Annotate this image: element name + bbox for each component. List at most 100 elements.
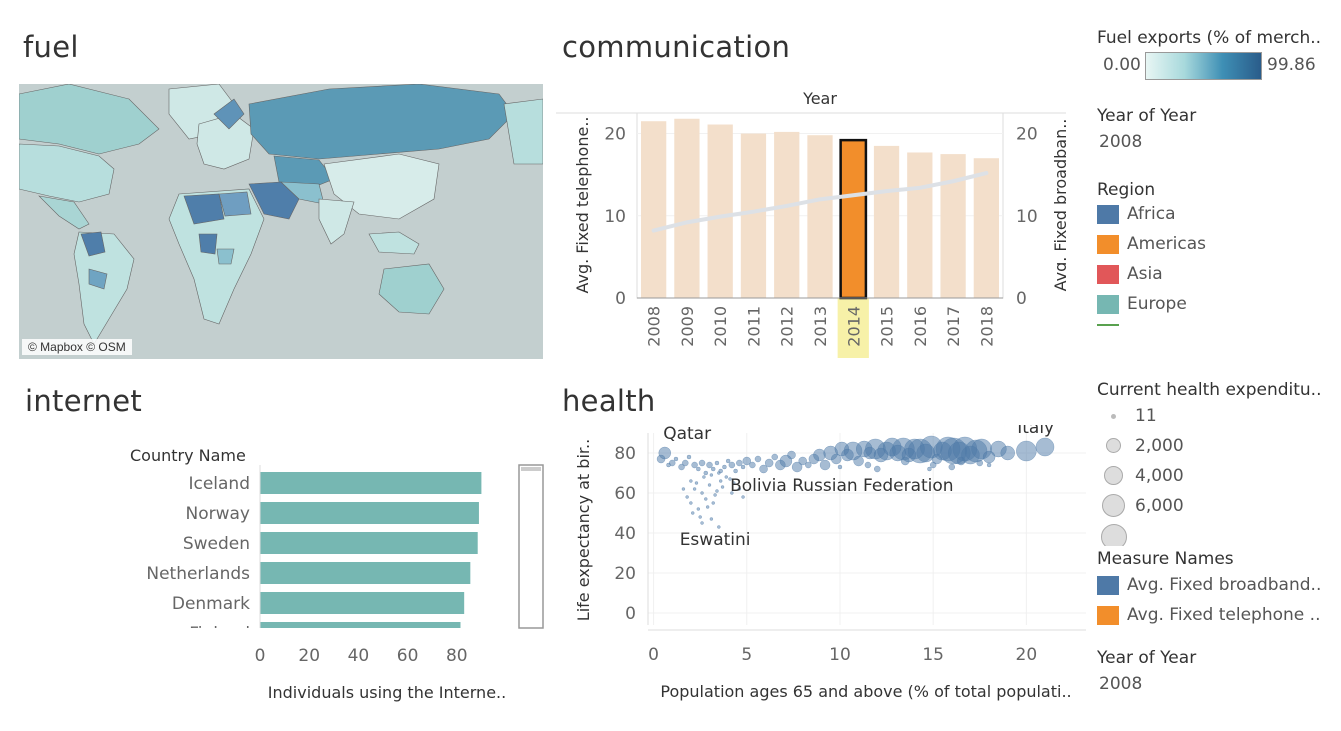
region-item-europe[interactable]: Europe: [1097, 294, 1337, 324]
internet-bar: [260, 472, 482, 494]
health-xtick: 0: [648, 645, 659, 665]
fuel-gradient: [1145, 52, 1262, 80]
internet-bar: [260, 502, 479, 524]
measure-names-legend[interactable]: Measure Names Avg. Fixed broadband.. Avg…: [1097, 549, 1337, 635]
health-point: [754, 455, 762, 463]
region-item-asia[interactable]: Asia: [1097, 264, 1337, 294]
health-point: [728, 477, 732, 481]
health-point: [658, 446, 672, 460]
health-point: [714, 460, 720, 466]
comm-ylabel-right: Avg. Fixed broadban..: [1051, 119, 1066, 292]
health-ytick: 80: [614, 444, 636, 464]
health-ytick: 60: [614, 484, 636, 504]
comm-xtick: 2016: [911, 306, 930, 347]
health-annotation: Eswatini: [680, 530, 751, 550]
health-xtick: 15: [922, 645, 944, 665]
health-point: [874, 465, 881, 473]
internet-xtick: 40: [348, 646, 370, 666]
swatch-asia: [1097, 265, 1119, 284]
comm-xtick: 2013: [811, 306, 830, 347]
size-item-2000: 2,000: [1097, 434, 1337, 464]
swatch-americas: [1097, 235, 1119, 254]
health-point: [759, 464, 768, 474]
comm-ytick-left: 10: [604, 207, 626, 227]
health-size-legend[interactable]: Current health expenditu.. 11 2,000 4,00…: [1097, 380, 1337, 546]
region-legend-title: Region: [1097, 180, 1156, 200]
region-item-africa[interactable]: Africa: [1097, 204, 1337, 234]
comm-selected-year-band: [837, 298, 869, 358]
internet-scrollbar: [518, 464, 544, 629]
health-point: [705, 505, 710, 509]
health-point: [725, 458, 731, 464]
measure-label: Avg. Fixed broadband..: [1127, 575, 1322, 595]
size-item-4000: 4,000: [1097, 464, 1337, 494]
health-chart[interactable]: 0 20 40 60 80 0 5 10 15 20 Qatar Italy Bolivia Russi…: [570, 425, 1090, 715]
comm-bar: [907, 152, 933, 298]
comm-bar: [873, 145, 900, 298]
measure-label: Avg. Fixed telephone ..: [1127, 605, 1321, 625]
health-point: [733, 468, 738, 474]
health-point: [689, 479, 693, 483]
size-label: 6,000: [1135, 496, 1184, 516]
communication-title: communication: [562, 30, 791, 64]
fuel-legend[interactable]: 0.00 99.86: [1097, 52, 1337, 82]
health-point: [798, 456, 807, 466]
health-point: [749, 461, 756, 469]
fuel-map[interactable]: © Mapbox © OSM: [19, 84, 543, 359]
comm-bar: [674, 118, 700, 298]
health-point: [715, 489, 719, 493]
health-point: [698, 515, 702, 519]
internet-xtick: 0: [255, 646, 266, 666]
comm-ylabel-left: Avg. Fixed telephone..: [573, 117, 592, 294]
comm-bar: [973, 158, 999, 298]
region-item-americas[interactable]: Americas: [1097, 234, 1337, 264]
health-xtick: 10: [829, 645, 851, 665]
health-point: [718, 479, 723, 483]
health-point: [730, 491, 734, 495]
health-point: [707, 483, 712, 487]
health-point: [736, 459, 743, 467]
measure-item-broadband[interactable]: Avg. Fixed broadband..: [1097, 575, 1337, 605]
internet-chart[interactable]: Country Name Iceland Norway Sweden Netherlan…: [120, 440, 550, 710]
map-attribution[interactable]: © Mapbox © OSM: [22, 339, 132, 355]
health-point: [681, 487, 686, 491]
health-xtick: 20: [1016, 645, 1038, 665]
comm-bar: [839, 138, 868, 300]
region-legend[interactable]: Africa Americas Asia Europe: [1097, 204, 1337, 326]
region-label: Europe: [1127, 294, 1187, 314]
year-filter-value-1[interactable]: 2008: [1099, 132, 1143, 152]
health-title: health: [562, 384, 656, 418]
health-point: [819, 459, 831, 471]
health-point: [694, 481, 699, 485]
comm-xtick: 2017: [944, 306, 963, 347]
sidebar: Fuel exports (% of merch.. 0.00 99.86 Ye…: [1097, 28, 1337, 326]
health-point: [830, 453, 842, 465]
size-circle-icon: [1106, 438, 1121, 453]
measure-item-telephone[interactable]: Avg. Fixed telephone ..: [1097, 605, 1337, 635]
health-point: [787, 450, 796, 460]
health-point: [709, 517, 714, 521]
health-point: [805, 461, 812, 469]
internet-column-header: Country Name: [130, 446, 246, 465]
swatch-europe: [1097, 295, 1119, 314]
health-point: [731, 481, 736, 485]
communication-chart[interactable]: Year 0 0 10 10 20 20 Avg. Fixed telephone.. Avg.…: [556, 84, 1066, 374]
swatch-broadband: [1097, 576, 1119, 595]
health-point: [986, 462, 992, 468]
health-size-title: Current health expenditu..: [1097, 380, 1322, 400]
internet-country-label: Sweden: [183, 534, 250, 554]
size-item-11: 11: [1097, 404, 1337, 434]
internet-xlabel: Individuals using the Interne..: [268, 683, 506, 702]
health-xtick: 5: [741, 645, 752, 665]
region-label: Americas: [1127, 234, 1206, 254]
year-filter-title-2: Year of Year: [1097, 648, 1197, 668]
year-filter-2: Year of Year 2008: [1097, 648, 1337, 694]
comm-xtick: 2015: [878, 306, 897, 347]
health-point: [703, 470, 709, 476]
region-label: Africa: [1127, 204, 1176, 224]
health-point: [948, 463, 956, 471]
year-filter-title-1: Year of Year: [1097, 106, 1197, 126]
health-point: [956, 456, 966, 466]
year-filter-value-2[interactable]: 2008: [1099, 674, 1143, 694]
health-point: [700, 521, 704, 525]
